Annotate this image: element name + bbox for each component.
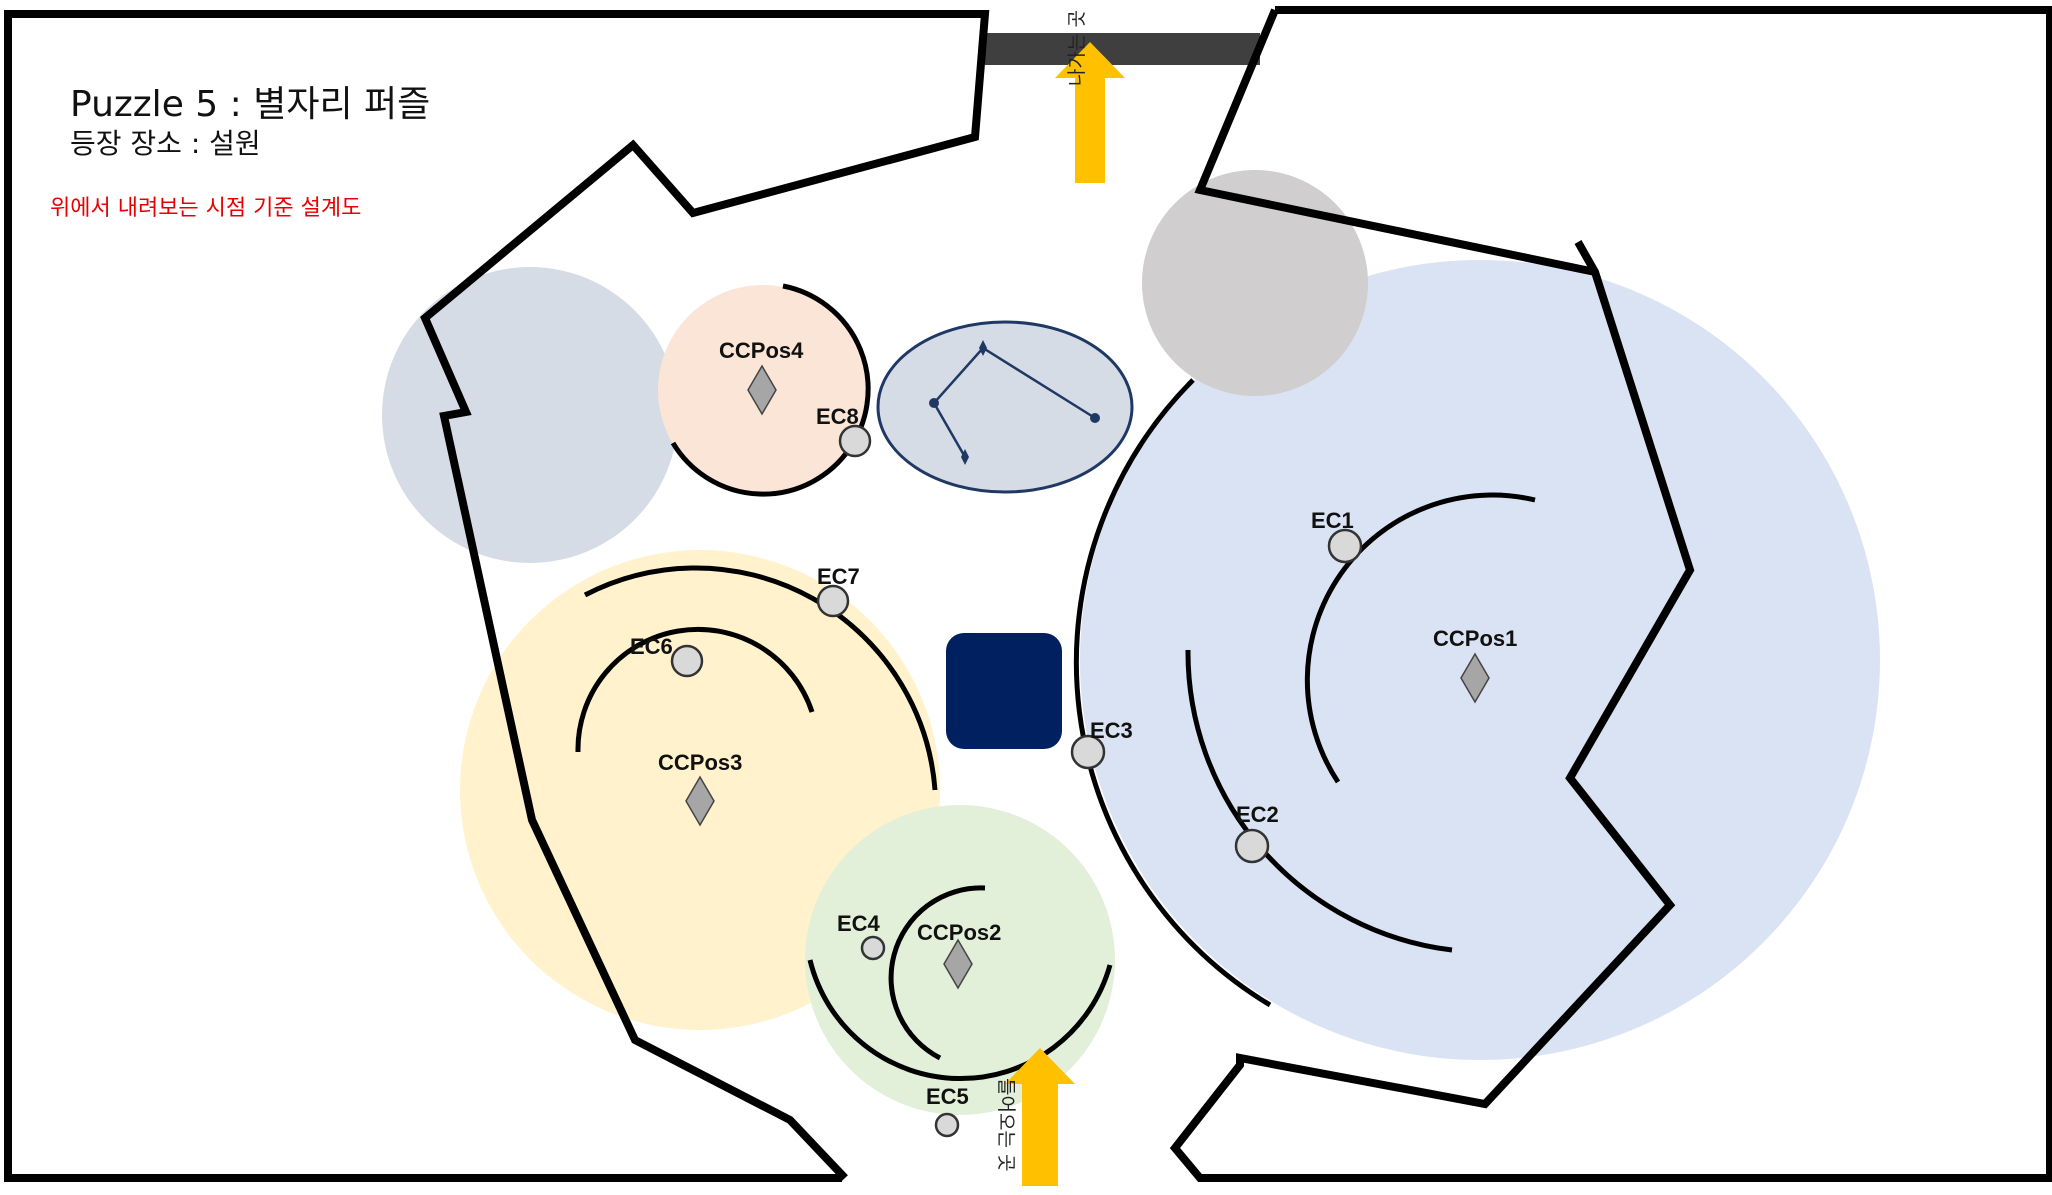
outer-walls xyxy=(4,6,2052,1182)
ccpos3-outer-arc xyxy=(583,565,938,791)
entrance-arrow xyxy=(1005,1048,1075,1186)
ccpos4-diamond-icon xyxy=(747,364,777,416)
ccpos1-label: CCPos1 xyxy=(1433,626,1517,651)
position-diamonds xyxy=(685,364,1490,990)
ccpos3-inner-arc xyxy=(575,626,815,753)
ccpos1-diamond-icon xyxy=(1460,652,1490,704)
ec3-node-icon xyxy=(1070,734,1106,770)
ec4-label: EC4 xyxy=(837,911,881,936)
ec3-label: EC3 xyxy=(1090,718,1133,743)
constellation-star xyxy=(979,340,987,356)
view-note: 위에서 내려보는 시점 기준 설계도 xyxy=(50,196,362,221)
ec5-node-icon xyxy=(934,1112,960,1138)
title-block: Puzzle 5 : 별자리 퍼즐 등장 장소 : 설원 xyxy=(70,82,430,160)
ccpos2-inner-arc xyxy=(888,885,986,1061)
exit-bar xyxy=(985,33,1260,65)
ccpos3-label: CCPos3 xyxy=(658,750,742,775)
ccpos1-inner-arc xyxy=(1304,492,1536,784)
ccpos2-diamond-icon xyxy=(943,938,973,990)
zone-grey-top xyxy=(1142,170,1368,396)
page-title: Puzzle 5 : 별자리 퍼즐 xyxy=(70,84,431,125)
zone-ccpos1 xyxy=(1080,260,1880,1060)
ec8-label: EC8 xyxy=(816,404,859,429)
constellation-lines xyxy=(932,346,1096,458)
constellation-panel xyxy=(876,320,1134,494)
zone-grey-blue-left xyxy=(382,267,678,563)
exit-note: 나가는 곳 xyxy=(1066,10,1088,86)
ec6-node-icon xyxy=(670,644,704,678)
ec1-label: EC1 xyxy=(1311,508,1354,533)
constellation-star xyxy=(1090,413,1100,423)
ccpos2-outer-arc xyxy=(807,959,1113,1082)
ec2-node-icon xyxy=(1234,828,1270,864)
location-subtitle: 등장 장소 : 설원 xyxy=(70,127,261,160)
ec5-label: EC5 xyxy=(926,1084,969,1109)
ec-nodes xyxy=(670,424,1363,1138)
ec6-label: EC6 xyxy=(630,634,673,659)
constellation-star xyxy=(961,449,969,465)
ec4-node-icon xyxy=(860,935,886,961)
ec7-node-icon xyxy=(816,584,850,618)
ec1-node-icon xyxy=(1327,528,1363,564)
constellation-star xyxy=(929,398,939,408)
ccpos2-label: CCPos2 xyxy=(917,920,1001,945)
ccpos4-label: CCPos4 xyxy=(719,338,804,363)
inner-arcs xyxy=(575,283,1536,1082)
ccpos3-diamond-icon xyxy=(685,775,715,827)
ec2-label: EC2 xyxy=(1236,802,1279,827)
ec7-label: EC7 xyxy=(817,564,860,589)
center-block xyxy=(946,633,1062,749)
entrance-note: 들어오는 곳 xyxy=(995,1078,1017,1171)
ec8-node-icon xyxy=(838,424,872,458)
exit-arrow xyxy=(1055,42,1125,183)
ccpos1-big-arc xyxy=(1073,378,1272,1008)
